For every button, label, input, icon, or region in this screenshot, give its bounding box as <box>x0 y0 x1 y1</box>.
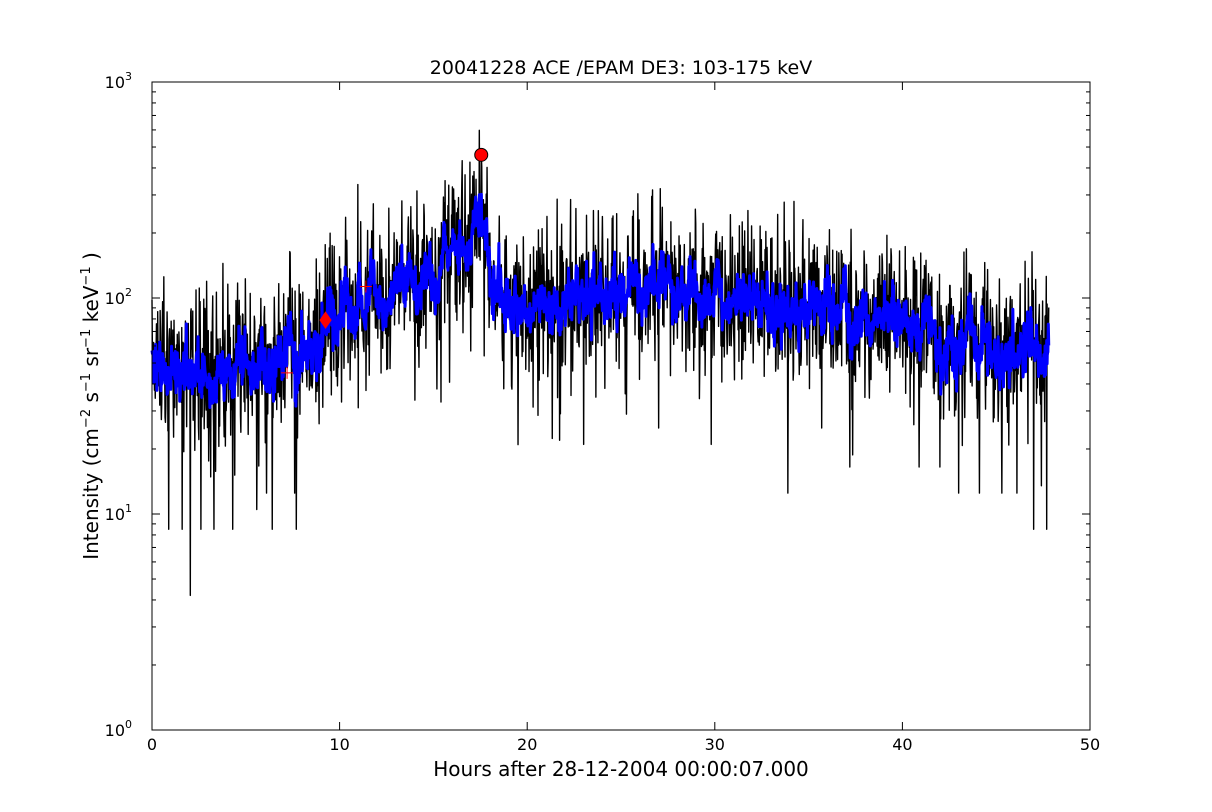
marker-plus <box>281 366 294 379</box>
y-tick-exponent: 3 <box>125 70 132 83</box>
ylabel-exp-3: −1 <box>79 329 94 348</box>
x-tick-label: 30 <box>705 735 725 754</box>
ylabel-suffix: ) <box>79 252 103 266</box>
y-tick-exponent: 0 <box>125 718 132 731</box>
marker-peak-circle <box>474 147 489 162</box>
x-axis-label: Hours after 28-12-2004 00:00:07.000 <box>433 757 809 781</box>
ylabel-part-s: s <box>79 392 103 409</box>
x-tick-label: 0 <box>147 735 157 754</box>
ylabel-part-kev: keV <box>79 285 103 329</box>
ylabel-exp-1: −2 <box>79 409 94 428</box>
x-tick-label: 40 <box>892 735 912 754</box>
x-tick-label: 20 <box>517 735 537 754</box>
series-smoothed-line <box>150 192 1051 409</box>
y-tick-exponent: 2 <box>125 286 132 299</box>
chart-title: 20041228 ACE /EPAM DE3: 103-175 keV <box>430 57 812 79</box>
marker-plus <box>359 280 372 293</box>
ylabel-exp-4: −1 <box>79 266 94 285</box>
plot-frame <box>151 81 1091 731</box>
ylabel-part-sr: sr <box>79 347 103 373</box>
y-axis-label: Intensity (cm−2 s−1 sr−1 keV−1 ) <box>79 252 103 560</box>
plot-area <box>150 129 1051 597</box>
ylabel-exp-2: −1 <box>79 373 94 392</box>
ylabel-prefix: Intensity (cm <box>79 428 103 560</box>
x-tick-label: 10 <box>329 735 349 754</box>
y-tick-exponent: 1 <box>125 502 132 515</box>
marker-diamond <box>319 311 332 329</box>
x-tick-label: 50 <box>1080 735 1100 754</box>
